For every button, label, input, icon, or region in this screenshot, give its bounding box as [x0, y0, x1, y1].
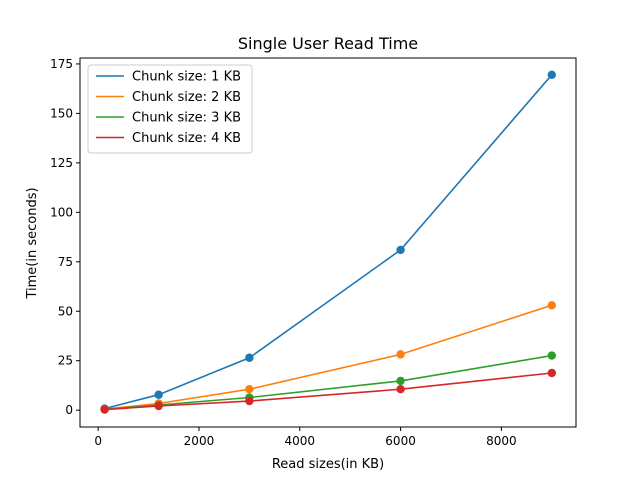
legend-frame: [87, 64, 253, 154]
data-point: [396, 350, 405, 359]
x-tick-label: 6000: [385, 434, 416, 448]
data-point: [547, 351, 557, 360]
legend-item: Chunk size: 2 KB: [96, 90, 241, 105]
y-tick-label: 0: [65, 403, 73, 417]
data-point: [396, 376, 405, 386]
data-point: [245, 353, 254, 362]
plot-frame: [79, 57, 577, 428]
legend-label: Chunk size: 3 KB: [132, 111, 241, 126]
y-tick-label: 100: [50, 205, 73, 219]
x-axis: 0 2000 4000 6000 8000: [94, 427, 517, 448]
series-1: [100, 70, 557, 413]
y-axis: 0 25 50 75 100 125 150 175: [50, 57, 80, 417]
y-tick-label: 50: [58, 304, 73, 318]
legend-item: Chunk size: 3 KB: [96, 111, 241, 126]
x-tick-label: 8000: [486, 434, 517, 448]
legend-label: Chunk size: 2 KB: [132, 90, 241, 105]
data-point: [245, 396, 254, 406]
x-tick-label: 2000: [184, 434, 215, 448]
y-tick-label: 25: [58, 354, 73, 368]
y-axis-label: Time(in seconds): [25, 187, 40, 299]
chart-title: Single User Read Time: [238, 34, 418, 53]
x-tick-label: 0: [94, 434, 102, 448]
data-point: [100, 405, 109, 414]
data-point: [547, 70, 557, 80]
x-tick-label: 4000: [284, 434, 315, 448]
y-tick-label: 125: [50, 156, 73, 170]
series-4: [100, 368, 557, 414]
legend-label: Chunk size: 4 KB: [132, 131, 241, 146]
legend-item: Chunk size: 1 KB: [96, 70, 241, 85]
data-point: [154, 390, 163, 399]
y-tick-label: 75: [58, 255, 73, 269]
data-point: [396, 245, 405, 255]
data-point: [245, 385, 254, 394]
y-tick-label: 175: [50, 57, 73, 71]
legend: Chunk size: 1 KB Chunk size: 2 KB Chunk si…: [87, 64, 253, 154]
legend-label: Chunk size: 1 KB: [132, 70, 241, 85]
x-axis-label: Read sizes(in KB): [272, 457, 384, 472]
y-tick-label: 150: [50, 106, 73, 120]
data-point: [547, 368, 557, 378]
legend-item: Chunk size: 4 KB: [96, 131, 241, 146]
data-point: [396, 385, 405, 394]
data-point: [154, 401, 163, 411]
series-layer: [100, 70, 557, 414]
data-point: [547, 301, 557, 310]
